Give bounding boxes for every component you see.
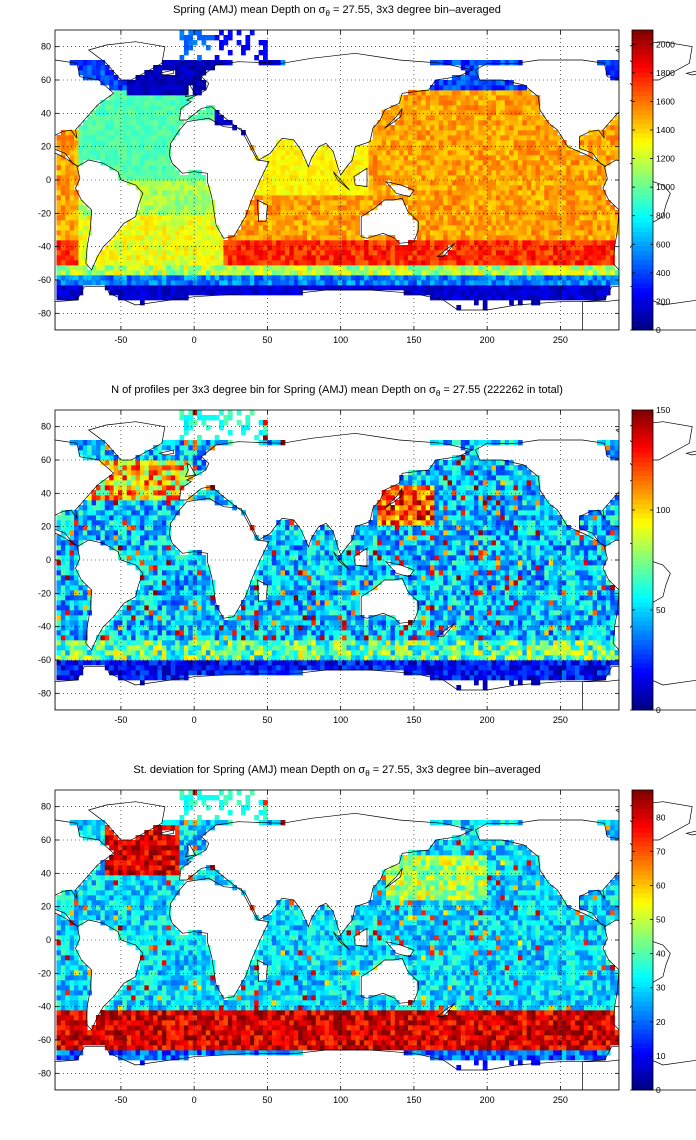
depth-map: -50 0 50 100 150 200 250-80-60-40-200204060800…: [0, 0, 696, 370]
y-tick-label: -60: [38, 1035, 51, 1045]
y-tick-label: 60: [41, 835, 51, 845]
colorbar-tick-label: 1400: [656, 125, 675, 135]
x-tick-label: 250: [553, 1095, 568, 1105]
y-tick-label: -60: [38, 275, 51, 285]
colorbar-tick-label: 400: [656, 268, 670, 278]
panel-std-deviation: St. deviation for Spring (AMJ) mean Dept…: [0, 760, 696, 1140]
axis-ticks: -50 0 50 100 150 200 250 -80 -60 -40 -20 0 20 40 60 80: [38, 30, 619, 345]
colorbar-tick-label: 40: [656, 949, 666, 959]
colorbar-tick-label: 1600: [656, 96, 675, 106]
y-tick-label: 60: [41, 455, 51, 465]
x-tick-label: 0: [192, 715, 197, 725]
colorbar-tick-label: 150: [656, 405, 670, 415]
data-cells: [56, 30, 620, 311]
y-tick-label: 40: [41, 488, 51, 498]
y-tick-label: -40: [38, 242, 51, 252]
colorbar-tick-label: 20: [656, 1017, 666, 1027]
std-deviation-map: -50 0 50 100 150 200 250-80-60-40-200204060800…: [0, 760, 696, 1130]
colorbar: 0 10 20 30 40 50 60 70 80: [631, 789, 666, 1095]
colorbar-tick-label: 30: [656, 983, 666, 993]
y-tick-label: -80: [38, 1068, 51, 1078]
y-tick-label: -40: [38, 1002, 51, 1012]
y-tick-label: 0: [46, 175, 51, 185]
axis-ticks: -50 0 50 100 150 200 250 -80 -60 -40 -20 0 20 40 60 80: [38, 790, 619, 1105]
panel-profile-count: N of profiles per 3x3 degree bin for Spr…: [0, 380, 696, 760]
x-tick-label: 200: [480, 335, 495, 345]
x-tick-label: 0: [192, 1095, 197, 1105]
y-tick-label: -20: [38, 588, 51, 598]
x-tick-label: 250: [553, 715, 568, 725]
y-tick-label: 60: [41, 75, 51, 85]
colorbar-tick-label: 10: [656, 1051, 666, 1061]
x-tick-label: -50: [114, 715, 127, 725]
coastline: [0, 801, 696, 1091]
y-tick-label: 40: [41, 108, 51, 118]
y-tick-label: 80: [41, 42, 51, 52]
colorbar: 0 200 400 600 800 1000 1200 1400 1600 1800 2000: [631, 29, 675, 335]
y-tick-label: 0: [46, 555, 51, 565]
x-tick-label: 200: [480, 1095, 495, 1105]
x-tick-label: 150: [406, 335, 421, 345]
y-tick-label: 80: [41, 422, 51, 432]
y-tick-label: -80: [38, 688, 51, 698]
panel-depth: Spring (AMJ) mean Depth on σθ = 27.55, 3…: [0, 0, 696, 380]
colorbar-tick-label: 100: [656, 505, 670, 515]
axis-ticks: -50 0 50 100 150 200 250 -80 -60 -40 -20 0 20 40 60 80: [38, 410, 619, 725]
colorbar-tick-label: 2000: [656, 39, 675, 49]
colorbar-tick-label: 70: [656, 846, 666, 856]
y-tick-label: 20: [41, 902, 51, 912]
panel-title: St. deviation for Spring (AMJ) mean Dept…: [133, 764, 541, 779]
colorbar-tick-label: 1000: [656, 182, 675, 192]
y-tick-label: -80: [38, 308, 51, 318]
y-tick-label: 80: [41, 802, 51, 812]
colorbar-tick-label: 60: [656, 880, 666, 890]
x-tick-label: 50: [262, 335, 272, 345]
y-tick-label: -60: [38, 655, 51, 665]
colorbar-tick-label: 0: [656, 705, 661, 715]
x-tick-label: 150: [406, 1095, 421, 1105]
y-tick-label: 20: [41, 142, 51, 152]
y-tick-label: 20: [41, 522, 51, 532]
panel-title: Spring (AMJ) mean Depth on σθ = 27.55, 3…: [173, 4, 501, 19]
data-cells: [56, 790, 620, 1071]
colorbar-tick-label: 1200: [656, 154, 675, 164]
x-tick-label: 50: [262, 715, 272, 725]
profile-count-map: -50 0 50 100 150 200 250 -80 -60 -40 -20 0 20 40 60 80 0…: [0, 380, 696, 750]
colorbar-tick-label: 50: [656, 605, 666, 615]
y-tick-label: 0: [46, 935, 51, 945]
x-tick-label: 150: [406, 715, 421, 725]
x-tick-label: 0: [192, 335, 197, 345]
x-tick-label: -50: [114, 1095, 127, 1105]
x-tick-label: 100: [333, 715, 348, 725]
colorbar-tick-label: 0: [656, 1085, 661, 1095]
x-tick-label: -50: [114, 335, 127, 345]
colorbar-tick-label: 0: [656, 325, 661, 335]
x-tick-label: 200: [480, 715, 495, 725]
y-tick-label: 40: [41, 868, 51, 878]
colorbar-tick-label: 1800: [656, 68, 675, 78]
colorbar-tick-label: 600: [656, 239, 670, 249]
x-tick-label: 250: [553, 335, 568, 345]
y-tick-label: -20: [38, 208, 51, 218]
x-tick-label: 50: [262, 1095, 272, 1105]
x-tick-label: 100: [333, 335, 348, 345]
y-tick-label: -40: [38, 622, 51, 632]
colorbar-tick-label: 200: [656, 296, 670, 306]
y-tick-label: -20: [38, 968, 51, 978]
colorbar-tick-label: 80: [656, 812, 666, 822]
colorbar-tick-label: 800: [656, 211, 670, 221]
x-tick-label: 100: [333, 1095, 348, 1105]
panel-title: N of profiles per 3x3 degree bin for Spr…: [111, 384, 563, 399]
colorbar: 0 50 100 150: [631, 405, 670, 715]
colorbar-tick-label: 50: [656, 915, 666, 925]
